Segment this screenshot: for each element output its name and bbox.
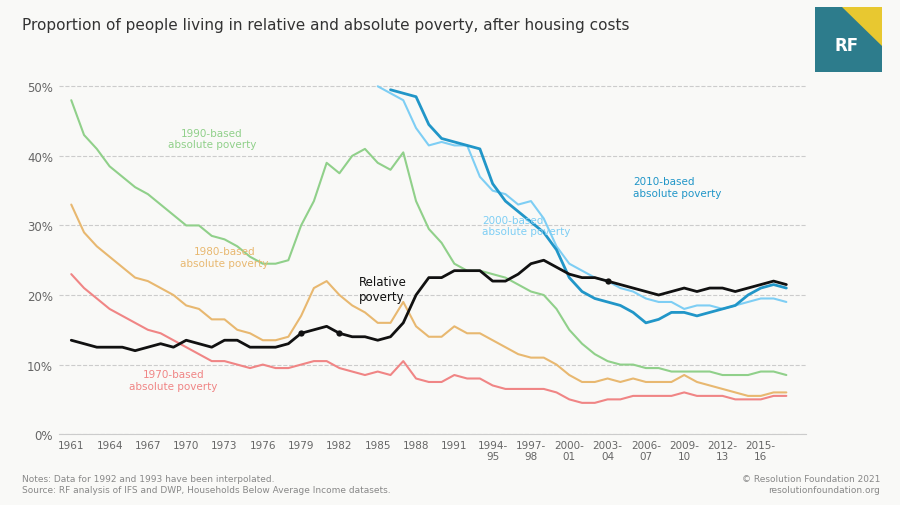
Text: Notes: Data for 1992 and 1993 have been interpolated.
Source: RF analysis of IFS: Notes: Data for 1992 and 1993 have been … [22, 475, 392, 494]
Polygon shape [842, 8, 882, 47]
Text: 2010-based
absolute poverty: 2010-based absolute poverty [633, 177, 722, 198]
Text: Relative
poverty: Relative poverty [358, 276, 407, 304]
Text: © Resolution Foundation 2021
resolutionfoundation.org: © Resolution Foundation 2021 resolutionf… [742, 475, 880, 494]
Text: 1970-based
absolute poverty: 1970-based absolute poverty [130, 369, 218, 391]
Text: 2000-based
absolute poverty: 2000-based absolute poverty [482, 215, 571, 237]
Text: 1990-based
absolute poverty: 1990-based absolute poverty [167, 128, 256, 150]
Text: Proportion of people living in relative and absolute poverty, after housing cost: Proportion of people living in relative … [22, 18, 630, 33]
Text: RF: RF [835, 37, 859, 55]
Text: 1980-based
absolute poverty: 1980-based absolute poverty [180, 246, 269, 268]
